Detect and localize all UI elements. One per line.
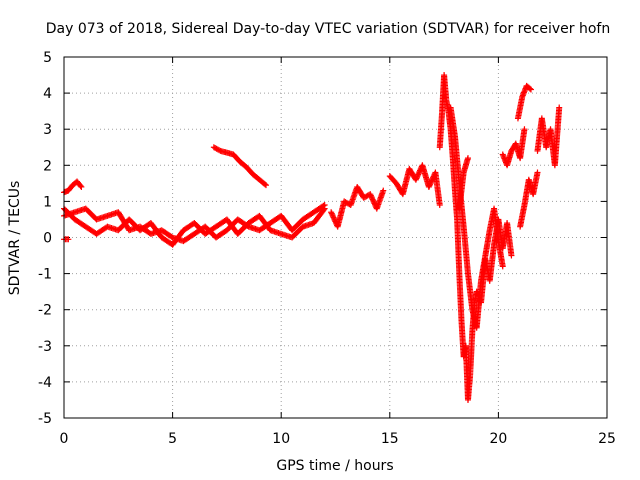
gridlines (64, 57, 607, 418)
data-point (78, 183, 85, 190)
y-tick-label: 2 (43, 158, 52, 174)
y-axis-label: SDTVAR / TECUs (7, 181, 23, 296)
data-point (65, 236, 72, 243)
data-point (499, 263, 506, 270)
data-points (61, 72, 563, 403)
x-tick-label: 20 (489, 431, 507, 447)
y-tick-label: -1 (38, 267, 52, 283)
data-point (320, 206, 327, 213)
data-point (464, 155, 471, 162)
data-point (436, 202, 443, 209)
data-point (262, 182, 269, 189)
plot-frame (63, 56, 608, 419)
data-point (534, 169, 541, 176)
data-point (556, 104, 563, 111)
data-point (261, 181, 268, 188)
y-tick-label: 5 (43, 50, 52, 66)
x-axis-label: GPS time / hours (276, 458, 393, 474)
y-tick-label: -2 (38, 303, 52, 319)
y-tick-label: -5 (38, 411, 52, 427)
y-tick-label: 4 (43, 86, 52, 102)
x-tick-label: 15 (381, 431, 399, 447)
data-point (526, 85, 533, 92)
y-tick-label: 3 (43, 122, 52, 138)
y-tick-label: -3 (38, 339, 52, 355)
data-point (508, 252, 515, 259)
x-tick-label: 5 (168, 431, 177, 447)
data-point (216, 147, 223, 154)
data-point (321, 205, 328, 212)
x-tick-label: 10 (272, 431, 290, 447)
y-tick-label: 1 (43, 194, 52, 210)
x-tick-label: 0 (60, 431, 69, 447)
x-tick-label: 25 (598, 431, 616, 447)
chart-title: Day 073 of 2018, Sidereal Day-to-day VTE… (46, 21, 610, 37)
data-point (527, 86, 534, 93)
data-point (521, 126, 528, 133)
data-point (77, 182, 84, 189)
data-point (380, 187, 387, 194)
y-tick-label: -4 (38, 375, 52, 391)
y-tick-label: 0 (43, 231, 52, 247)
tick-labels: 0 5 10 15 20 25 -5 -4 -3 -2 -1 0 1 2 3 4 5 (38, 50, 616, 447)
